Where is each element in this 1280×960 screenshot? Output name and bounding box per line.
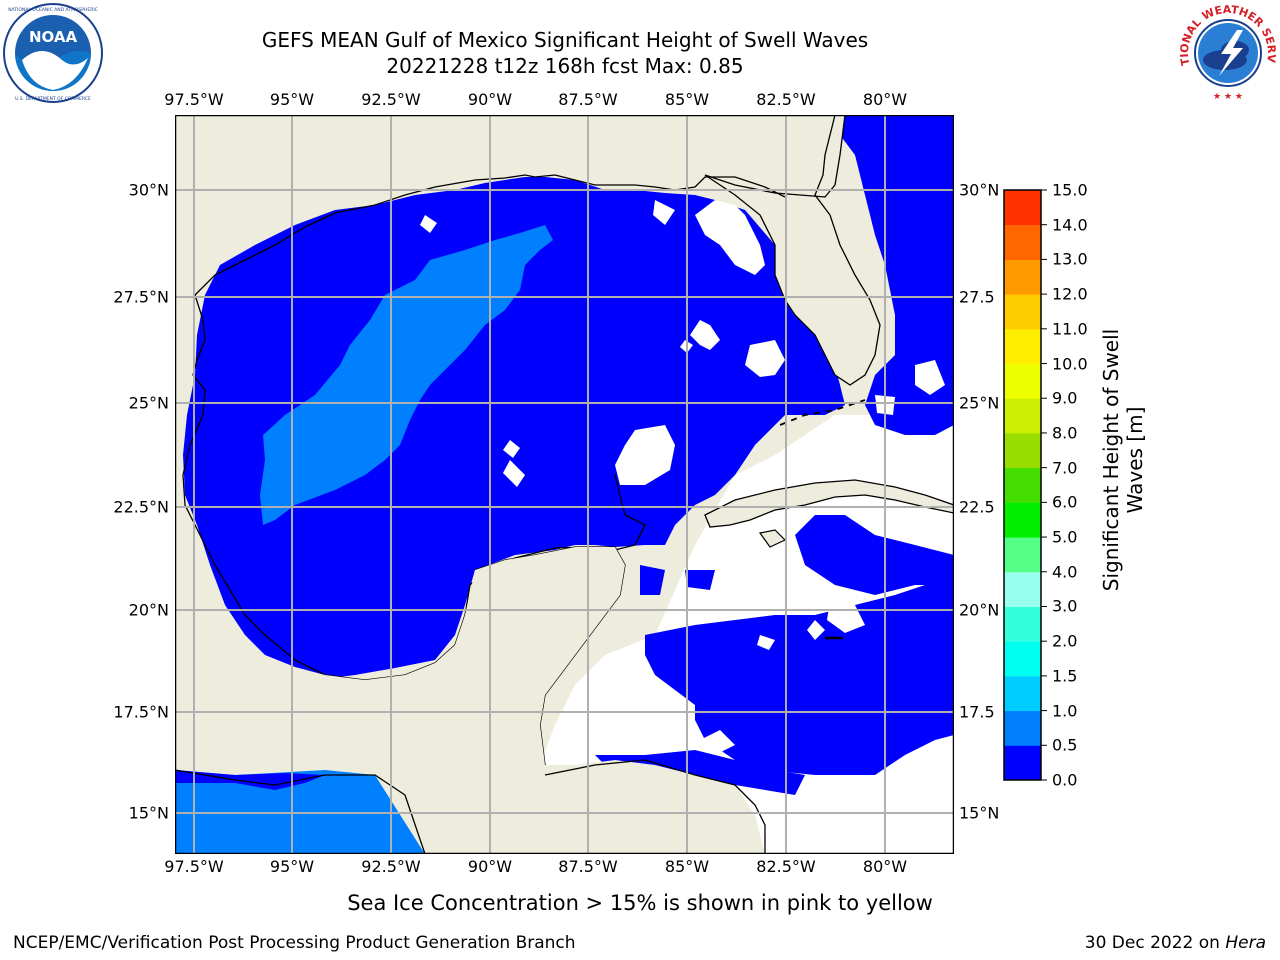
sea-ice-footnote: Sea Ice Concentration > 15% is shown in … <box>347 891 933 915</box>
colorbar-segment <box>1004 710 1041 746</box>
colorbar-segment <box>1004 641 1041 677</box>
colorbar-segment <box>1004 502 1041 538</box>
colorbar-segment <box>1004 467 1041 503</box>
svg-text:★ ★ ★: ★ ★ ★ <box>1213 92 1243 102</box>
lon-tick-bottom: 90°W <box>467 857 513 876</box>
colorbar-tick-label: 15.0 <box>1052 180 1088 200</box>
noaa-logo-text: NOAA <box>29 28 78 46</box>
colorbar-tick-label: 13.0 <box>1052 249 1088 269</box>
lon-tick-bottom: 95°W <box>269 857 315 876</box>
lon-tick-bottom: 97.5°W <box>164 857 224 876</box>
colorbar-segment <box>1004 745 1041 781</box>
colorbar-tick-label: 4.0 <box>1052 562 1078 582</box>
colorbar-tick-label: 12.0 <box>1052 284 1088 304</box>
colorbar-segment <box>1004 363 1041 399</box>
atlantic-swell-area <box>835 115 954 435</box>
colorbar-tick-label: 3.0 <box>1052 596 1078 616</box>
footer-credit: NCEP/EMC/Verification Post Processing Pr… <box>13 933 576 953</box>
lon-tick-bottom: 92.5°W <box>361 857 421 876</box>
lat-tick-right: 30°N <box>959 180 1000 200</box>
colorbar-tick-label: 2.0 <box>1052 631 1078 651</box>
lat-tick-left: 15°N <box>128 803 169 823</box>
colorbar-segment <box>1004 398 1041 434</box>
colorbar-tick-label: 0.5 <box>1052 735 1078 755</box>
colorbar-segment <box>1004 675 1041 712</box>
lat-tick-left: 25°N <box>128 393 169 413</box>
colorbar-tick-label: 7.0 <box>1052 458 1078 478</box>
gulf-basin <box>183 177 845 680</box>
lon-tick-top: 82.5°W <box>756 90 816 109</box>
lon-tick-bottom: 80°W <box>862 857 908 876</box>
colorbar-segment <box>1004 294 1041 330</box>
lon-tick-top: 97.5°W <box>164 90 224 109</box>
lat-tick-left: 17.5°N <box>113 702 169 722</box>
nws-logo: NATIONAL WEATHER SERVICE ★ ★ ★ <box>1172 0 1279 108</box>
lon-tick-top: 80°W <box>862 90 908 109</box>
colorbar-segment <box>1004 190 1041 226</box>
lon-tick-bottom: 82.5°W <box>756 857 816 876</box>
western-gulf-band <box>260 225 553 525</box>
lon-tick-bottom: 85°W <box>664 857 710 876</box>
footer-date: 30 Dec 2022 on Hera <box>1085 933 1266 953</box>
footer-machine: Hera <box>1225 933 1266 953</box>
colorbar-tick-label: 5.0 <box>1052 527 1078 547</box>
lat-tick-right: 22.5 <box>959 497 995 517</box>
lon-tick-top: 92.5°W <box>361 90 421 109</box>
colorbar-tick-label: 1.5 <box>1052 666 1078 686</box>
lat-tick-right: 20°N <box>959 600 1000 620</box>
lat-tick-right: 17.5 <box>959 702 995 722</box>
lat-tick-right: 15°N <box>959 803 1000 823</box>
florida-land <box>704 115 881 386</box>
lon-tick-top: 87.5°W <box>558 90 618 109</box>
colorbar-segment <box>1004 328 1041 365</box>
north-gulf-coast <box>194 174 786 296</box>
colorbar <box>1003 189 1049 781</box>
colorbar-segment <box>1004 259 1041 295</box>
lon-tick-top: 95°W <box>269 90 315 109</box>
colorbar-tick-label: 8.0 <box>1052 423 1078 443</box>
footer-date-text: 30 Dec 2022 on <box>1084 933 1226 953</box>
chart-title: GEFS MEAN Gulf of Mexico Significant Hei… <box>261 28 869 52</box>
chart-subtitle: 20221228 t12z 168h fcst Max: 0.85 <box>386 54 744 78</box>
lon-tick-top: 85°W <box>664 90 710 109</box>
colorbar-segment <box>1004 432 1041 469</box>
lon-tick-bottom: 87.5°W <box>558 857 618 876</box>
colorbar-tick-label: 9.0 <box>1052 388 1078 408</box>
caribbean-swell-area <box>645 575 954 775</box>
colorbar-tick-label: 1.0 <box>1052 701 1078 721</box>
colorbar-title: Significant Height of Swell Waves [m] <box>1099 328 1147 592</box>
lat-tick-left: 30°N <box>128 180 169 200</box>
lat-tick-right: 25°N <box>959 393 1000 413</box>
colorbar-tick-label: 6.0 <box>1052 492 1078 512</box>
map-panel <box>175 115 954 854</box>
graticule <box>175 115 954 854</box>
svg-text:U.S. DEPARTMENT OF COMMERCE: U.S. DEPARTMENT OF COMMERCE <box>15 96 91 102</box>
lat-tick-right: 27.5 <box>959 287 995 307</box>
colorbar-segment <box>1004 606 1041 642</box>
noaa-logo: NOAA NATIONAL OCEANIC AND ATMOSPHERIC U.… <box>2 2 104 108</box>
colorbar-segment <box>1004 537 1041 573</box>
colorbar-segment <box>1004 224 1041 260</box>
colorbar-tick-label: 10.0 <box>1052 354 1088 374</box>
lat-tick-left: 22.5°N <box>113 497 169 517</box>
lat-tick-left: 20°N <box>128 600 169 620</box>
colorbar-segment <box>1004 571 1041 607</box>
colorbar-tick-label: 11.0 <box>1052 319 1088 339</box>
map-frame <box>175 115 954 854</box>
svg-text:NATIONAL OCEANIC AND ATMOSPHER: NATIONAL OCEANIC AND ATMOSPHERIC <box>8 7 98 13</box>
lat-tick-left: 27.5°N <box>113 287 169 307</box>
colorbar-tick-label: 14.0 <box>1052 215 1088 235</box>
colorbar-tick-label: 0.0 <box>1052 770 1078 790</box>
lon-tick-top: 90°W <box>467 90 513 109</box>
